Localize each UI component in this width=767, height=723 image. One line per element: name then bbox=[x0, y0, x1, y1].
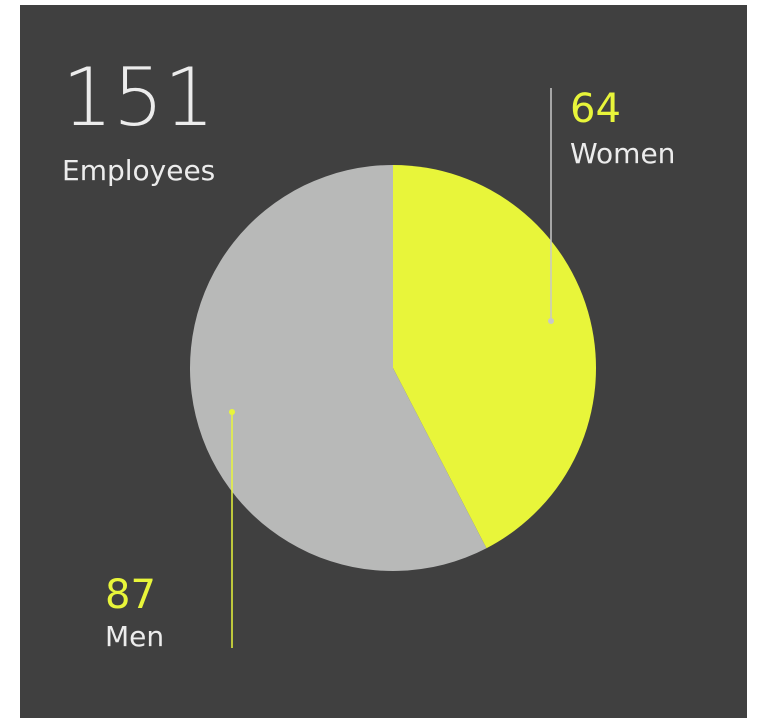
value-label: 87 bbox=[105, 572, 156, 618]
total-label: Employees bbox=[62, 154, 215, 187]
total-number: 151 bbox=[62, 51, 215, 144]
value-label: 64 bbox=[570, 86, 621, 132]
category-label: Women bbox=[570, 137, 675, 170]
leader-dot bbox=[548, 318, 554, 324]
pie-slice bbox=[393, 165, 596, 549]
pie-slice bbox=[189, 165, 487, 571]
leader-dot bbox=[229, 409, 235, 415]
category-label: Men bbox=[105, 620, 164, 653]
